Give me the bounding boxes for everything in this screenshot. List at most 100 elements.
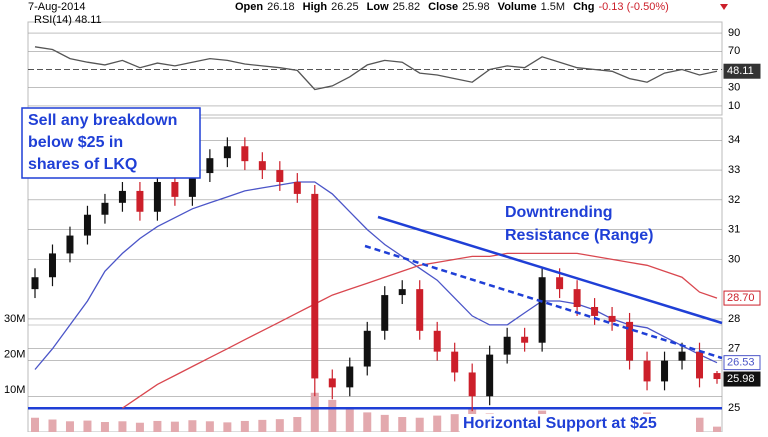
series-line — [34, 181, 718, 370]
field-value: 26.25 — [331, 1, 359, 13]
volume-bar — [83, 420, 92, 432]
y-tick-label: 31 — [728, 224, 740, 236]
candle-body — [451, 351, 459, 373]
y-tick-label: 25 — [728, 402, 740, 414]
series-line — [122, 252, 718, 409]
volume-bar — [135, 422, 144, 432]
candle-body — [258, 161, 266, 171]
candle-body — [241, 146, 249, 162]
candle-body — [661, 360, 669, 382]
volume-bar — [713, 426, 721, 432]
candle-body — [363, 330, 371, 367]
candle-body — [626, 321, 634, 361]
y-tick-label: 30 — [728, 82, 740, 94]
y-tick-label: 27 — [728, 343, 740, 355]
candle-body — [538, 277, 546, 343]
volume-bar — [398, 417, 407, 432]
volume-bar — [310, 392, 319, 432]
volume-bar — [450, 414, 459, 432]
y-tick-label: 33 — [728, 164, 740, 176]
candle-body — [346, 366, 354, 388]
candle-body — [171, 181, 179, 197]
candle-body — [31, 277, 39, 290]
y-tick-label: 30M — [4, 313, 25, 325]
price-tag — [723, 371, 761, 387]
series-line — [34, 46, 718, 91]
candle-body — [468, 372, 476, 397]
rsi-panel — [27, 21, 723, 116]
field-name: Chg — [573, 1, 594, 13]
candle-body — [713, 373, 721, 380]
candle-body — [591, 306, 599, 316]
candle-body — [311, 193, 319, 379]
price-tag-label: 48.11 — [727, 65, 754, 77]
price-tag — [723, 63, 761, 79]
resistance-line — [377, 215, 723, 325]
field-name: Open — [235, 1, 263, 13]
y-tick-label: 30 — [728, 253, 740, 265]
volume-bar — [48, 419, 57, 432]
volume-bar — [345, 407, 354, 432]
quote-fields: Open 26.18 High 26.25 Low 25.82 Close 25.98 Volu… — [235, 1, 669, 13]
note-line: shares of LKQ — [28, 156, 137, 173]
candle-body — [118, 190, 126, 203]
y-tick-label: 10 — [728, 100, 740, 112]
volume-bar — [415, 417, 424, 432]
y-tick-label: 10M — [4, 384, 25, 396]
volume-bar — [65, 421, 74, 432]
field-name: Low — [367, 1, 389, 13]
candle-body — [556, 277, 564, 290]
candle-body — [696, 351, 704, 379]
candle-body — [206, 158, 214, 174]
price-tag-label: 25.98 — [727, 373, 755, 385]
candle-body — [48, 253, 56, 278]
field-name: Volume — [498, 1, 537, 13]
volume-bar — [328, 399, 337, 432]
field-value: 1.5M — [541, 1, 565, 13]
candle-body — [101, 202, 109, 215]
volume-bar — [695, 417, 704, 432]
volume-bar — [258, 419, 267, 432]
price-tag-label: 28.70 — [727, 292, 755, 304]
candle-body — [153, 181, 161, 212]
candle-body — [276, 170, 284, 182]
candle-body — [573, 289, 581, 307]
candle-body — [328, 378, 336, 388]
volume-bar — [433, 415, 442, 432]
volume-bar — [100, 422, 109, 432]
volume-bar — [188, 420, 197, 432]
y-tick-label: 20M — [4, 349, 25, 361]
y-tick-label: 28 — [728, 313, 740, 325]
volume-bar — [118, 421, 127, 432]
field-value: -0.13 (-0.50%) — [598, 1, 668, 13]
candle-body — [398, 289, 406, 296]
volume-bar — [205, 421, 214, 432]
volume-bar — [380, 414, 389, 432]
volume-bar — [170, 421, 179, 432]
field-name: Close — [428, 1, 458, 13]
field-name: High — [303, 1, 328, 13]
price-tag — [723, 355, 761, 371]
candle-body — [223, 146, 231, 159]
candle-body — [416, 289, 424, 331]
y-tick-label: 90 — [728, 27, 740, 39]
volume-bar — [363, 412, 372, 432]
price-tag — [723, 290, 761, 306]
candle-body — [433, 330, 441, 352]
field-value: 25.98 — [462, 1, 490, 13]
candle-body — [503, 336, 511, 355]
candle-body — [608, 315, 616, 322]
candle-body — [188, 173, 196, 197]
note-line: Sell any breakdown — [28, 112, 177, 129]
candle-body — [678, 351, 686, 361]
candle-body — [293, 181, 301, 194]
field-value: 25.82 — [393, 1, 421, 13]
candle-body — [486, 354, 494, 397]
field-value: 26.18 — [267, 1, 295, 13]
resistance-label: Downtrending — [505, 204, 613, 221]
candle-body — [643, 360, 651, 382]
resistance-label: Resistance (Range) — [505, 227, 654, 244]
candle-body — [136, 190, 144, 212]
date: 7-Aug-2014 — [28, 1, 86, 13]
